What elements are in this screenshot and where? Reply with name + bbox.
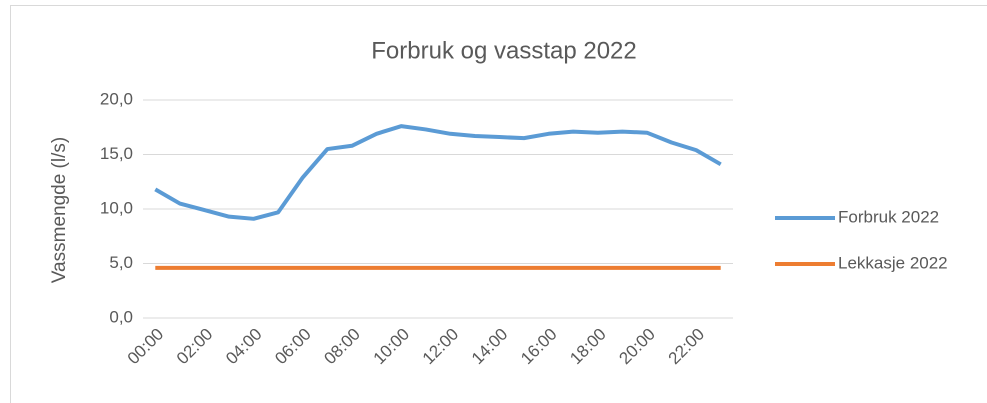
legend-label: Lekkasje 2022 (838, 253, 948, 272)
y-tick-label: 15,0 (100, 144, 133, 163)
legend-label: Forbruk 2022 (838, 207, 939, 226)
y-tick-label: 10,0 (100, 198, 133, 217)
chart-title: Forbruk og vasstap 2022 (371, 37, 637, 64)
line-series (154, 124, 722, 221)
y-axis-label: Vassmengde (l/s) (49, 137, 70, 283)
y-tick-label: 20,0 (100, 89, 133, 108)
y-tick-label: 5,0 (109, 253, 133, 272)
y-tick-label: 0,0 (109, 307, 133, 326)
chart-border (10, 5, 987, 403)
